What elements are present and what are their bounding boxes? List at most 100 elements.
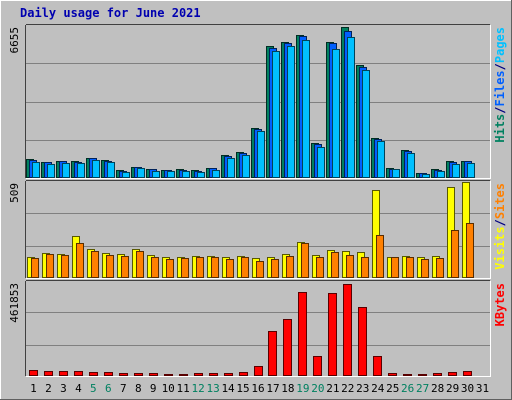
legend-entry: Files bbox=[493, 70, 507, 106]
bar-pages-day-26 bbox=[407, 153, 415, 178]
bar-kbytes-day-20 bbox=[313, 356, 322, 376]
bar-sites-day-12 bbox=[196, 257, 204, 278]
bar-kbytes-day-1 bbox=[29, 370, 38, 376]
bar-sites-day-25 bbox=[391, 257, 399, 278]
legend-entry: Pages bbox=[493, 27, 507, 63]
bar-sites-day-20 bbox=[316, 257, 324, 278]
x-tick-day-13: 13 bbox=[206, 382, 219, 395]
bar-pages-day-1 bbox=[32, 162, 40, 178]
bar-sites-day-11 bbox=[181, 258, 189, 278]
bar-kbytes-day-13 bbox=[209, 373, 218, 376]
x-tick-day-22: 22 bbox=[341, 382, 354, 395]
x-tick-day-3: 3 bbox=[60, 382, 67, 395]
legend-entry: / bbox=[493, 106, 507, 113]
bar-kbytes-day-24 bbox=[373, 356, 382, 376]
x-tick-day-11: 11 bbox=[177, 382, 190, 395]
bar-kbytes-day-18 bbox=[283, 319, 292, 376]
x-tick-day-10: 10 bbox=[162, 382, 175, 395]
bar-pages-day-16 bbox=[257, 131, 265, 178]
panel-background bbox=[26, 281, 490, 376]
x-tick-day-16: 16 bbox=[251, 382, 264, 395]
bar-kbytes-day-9 bbox=[149, 373, 158, 376]
bar-pages-day-3 bbox=[62, 163, 70, 178]
bar-sites-day-16 bbox=[256, 261, 264, 278]
bar-pages-day-18 bbox=[287, 46, 295, 178]
x-tick-day-5: 5 bbox=[90, 382, 97, 395]
bar-kbytes-day-21 bbox=[328, 293, 337, 376]
bar-pages-day-27 bbox=[422, 174, 430, 178]
bar-kbytes-day-8 bbox=[134, 373, 143, 376]
bar-kbytes-day-12 bbox=[194, 373, 203, 376]
bar-sites-day-5 bbox=[91, 251, 99, 278]
x-tick-day-18: 18 bbox=[281, 382, 294, 395]
x-tick-day-26: 26 bbox=[401, 382, 414, 395]
x-tick-day-6: 6 bbox=[105, 382, 112, 395]
bar-sites-day-26 bbox=[406, 257, 414, 278]
bar-sites-day-4 bbox=[76, 243, 84, 278]
x-tick-day-17: 17 bbox=[266, 382, 279, 395]
bar-pages-day-20 bbox=[317, 147, 325, 178]
x-tick-day-25: 25 bbox=[386, 382, 399, 395]
bar-kbytes-day-14 bbox=[224, 373, 233, 376]
bar-pages-day-15 bbox=[242, 155, 250, 178]
bar-sites-day-10 bbox=[166, 259, 174, 278]
x-tick-day-31: 31 bbox=[476, 382, 489, 395]
bar-sites-day-27 bbox=[421, 259, 429, 278]
bar-kbytes-day-10 bbox=[164, 374, 173, 376]
bar-kbytes-day-27 bbox=[418, 374, 427, 376]
legend-entry: KBytes bbox=[493, 283, 507, 326]
bar-kbytes-day-29 bbox=[448, 372, 457, 376]
bar-kbytes-day-16 bbox=[254, 366, 263, 376]
bar-sites-day-22 bbox=[346, 255, 354, 278]
bar-kbytes-day-30 bbox=[463, 371, 472, 376]
bar-sites-day-24 bbox=[376, 235, 384, 278]
x-tick-day-21: 21 bbox=[326, 382, 339, 395]
bar-pages-day-11 bbox=[182, 171, 190, 178]
x-tick-day-24: 24 bbox=[371, 382, 385, 395]
x-tick-day-9: 9 bbox=[150, 382, 157, 395]
legend-entry: / bbox=[493, 219, 507, 226]
bar-sites-day-1 bbox=[31, 258, 39, 278]
bar-sites-day-28 bbox=[436, 258, 444, 278]
bar-pages-day-13 bbox=[212, 170, 220, 178]
bar-kbytes-day-28 bbox=[433, 373, 442, 376]
x-tick-day-19: 19 bbox=[296, 382, 309, 395]
bar-kbytes-day-4 bbox=[74, 371, 83, 376]
bar-kbytes-day-6 bbox=[104, 372, 113, 376]
bar-pages-day-14 bbox=[227, 158, 235, 178]
bar-sites-day-8 bbox=[136, 251, 144, 278]
bar-pages-day-30 bbox=[467, 163, 475, 178]
bar-pages-day-25 bbox=[392, 169, 400, 178]
bar-kbytes-day-17 bbox=[268, 331, 277, 376]
bar-kbytes-day-22 bbox=[343, 284, 352, 376]
x-tick-day-1: 1 bbox=[30, 382, 37, 395]
legend: KBytes bbox=[493, 283, 507, 326]
bar-pages-day-22 bbox=[347, 37, 355, 178]
bar-pages-day-19 bbox=[302, 40, 310, 178]
bar-kbytes-day-19 bbox=[298, 292, 307, 376]
legend: Hits/Files/Pages bbox=[493, 27, 507, 143]
bar-pages-day-6 bbox=[107, 162, 115, 178]
x-tick-day-7: 7 bbox=[120, 382, 127, 395]
bar-pages-day-29 bbox=[452, 164, 460, 178]
bar-kbytes-day-3 bbox=[59, 371, 68, 376]
bar-sites-day-23 bbox=[361, 257, 369, 278]
bar-sites-day-19 bbox=[301, 243, 309, 278]
bar-kbytes-day-25 bbox=[388, 373, 397, 376]
bar-kbytes-day-2 bbox=[44, 371, 53, 376]
legend-entry: Sites bbox=[493, 183, 507, 219]
bar-sites-day-15 bbox=[241, 257, 249, 278]
bar-kbytes-day-15 bbox=[239, 372, 248, 376]
legend-entry: Hits bbox=[493, 114, 507, 143]
bar-sites-day-13 bbox=[211, 257, 219, 278]
bar-kbytes-day-7 bbox=[119, 373, 128, 376]
bar-pages-day-21 bbox=[332, 49, 340, 178]
x-tick-day-4: 4 bbox=[75, 382, 82, 395]
bar-sites-day-18 bbox=[286, 256, 294, 278]
x-tick-day-29: 29 bbox=[446, 382, 459, 395]
x-tick-day-23: 23 bbox=[356, 382, 369, 395]
bar-kbytes-day-11 bbox=[179, 374, 188, 376]
bar-pages-day-17 bbox=[272, 51, 280, 178]
